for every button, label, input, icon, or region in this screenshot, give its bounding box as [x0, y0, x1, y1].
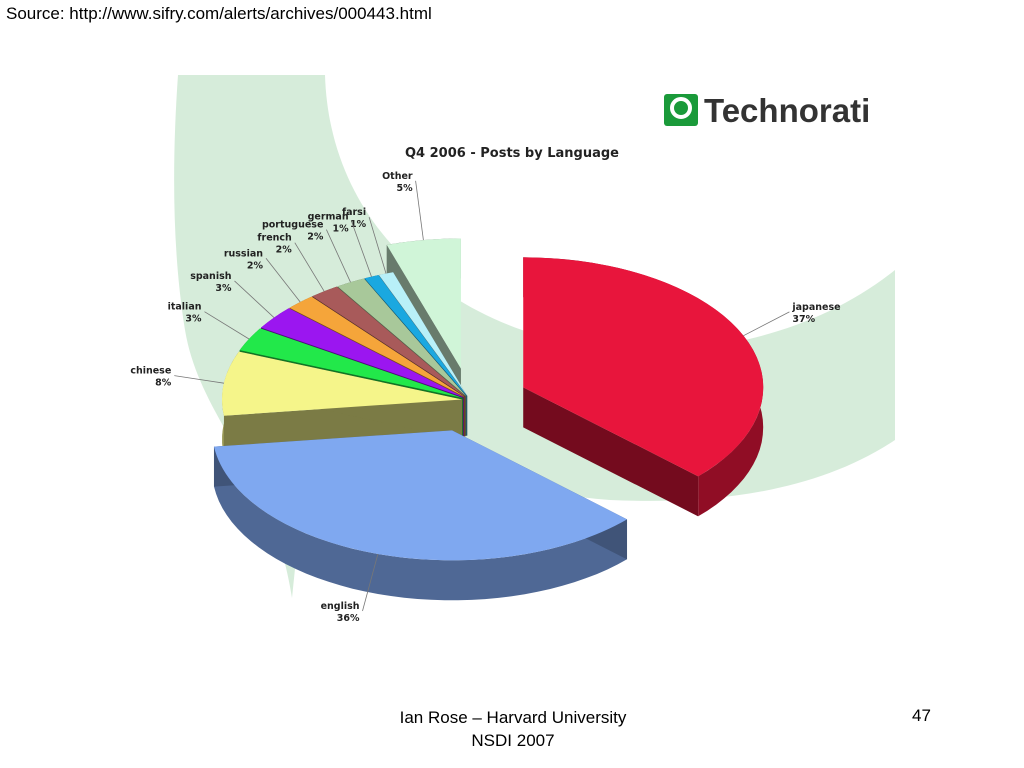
leader-line-german: [351, 221, 372, 277]
pie-labels: Other5%farsi1%german1%portuguese2%french…: [130, 171, 840, 624]
slice-name-chinese: chinese: [130, 366, 171, 377]
slice-name-portuguese: portuguese: [262, 220, 323, 231]
pie-chart: Technorati Q4 2006 - Posts by Language O…: [130, 75, 896, 624]
slice-value-farsi: 1%: [350, 219, 367, 230]
slice-value-italian: 3%: [185, 314, 202, 325]
slice-value-japanese: 37%: [792, 314, 815, 325]
pie-slice-english: [213, 430, 628, 601]
slice-name-other: Other: [382, 171, 413, 182]
slice-name-german: german: [308, 212, 349, 223]
leader-line-farsi: [368, 216, 387, 274]
pie-slice-japanese: [523, 257, 764, 517]
slice-value-french: 2%: [276, 245, 293, 256]
slice-name-italian: italian: [168, 302, 202, 313]
leader-line-french: [294, 242, 325, 292]
chart-title: Q4 2006 - Posts by Language: [405, 146, 619, 161]
leader-line-portuguese: [326, 229, 351, 283]
footer-venue: NSDI 2007: [471, 731, 555, 750]
logo-text: Technorati: [704, 92, 870, 129]
slice-value-other: 5%: [396, 183, 413, 194]
leader-line-russian: [265, 258, 301, 303]
slice-value-chinese: 8%: [155, 378, 172, 389]
slice-value-portuguese: 2%: [307, 232, 324, 243]
page-number: 47: [912, 706, 931, 725]
source-citation: Source: http://www.sifry.com/alerts/arch…: [6, 4, 432, 23]
leader-line-english: [362, 553, 379, 612]
slice-value-spanish: 3%: [215, 283, 232, 294]
slice-value-english: 36%: [337, 613, 360, 624]
pie-slice-chinese: [222, 351, 463, 456]
slice-name-english: english: [321, 601, 360, 612]
slice-name-japanese: japanese: [791, 302, 840, 313]
leader-line-other: [415, 180, 424, 241]
footer-credit: Ian Rose – Harvard University NSDI 2007: [380, 706, 646, 752]
footer-author: Ian Rose – Harvard University: [399, 708, 627, 727]
slice-name-russian: russian: [224, 248, 263, 259]
leader-line-japanese: [743, 311, 790, 337]
slice-name-spanish: spanish: [190, 271, 232, 282]
slice-value-russian: 2%: [247, 260, 264, 271]
slice-name-french: french: [257, 233, 292, 244]
leader-line-chinese: [174, 375, 225, 384]
slice-name-farsi: farsi: [342, 207, 366, 218]
pie-slices: [213, 238, 764, 601]
technorati-logo: Technorati: [664, 92, 870, 129]
leader-line-italian: [204, 311, 250, 340]
leader-line-spanish: [234, 280, 275, 318]
slice-value-german: 1%: [332, 224, 349, 235]
